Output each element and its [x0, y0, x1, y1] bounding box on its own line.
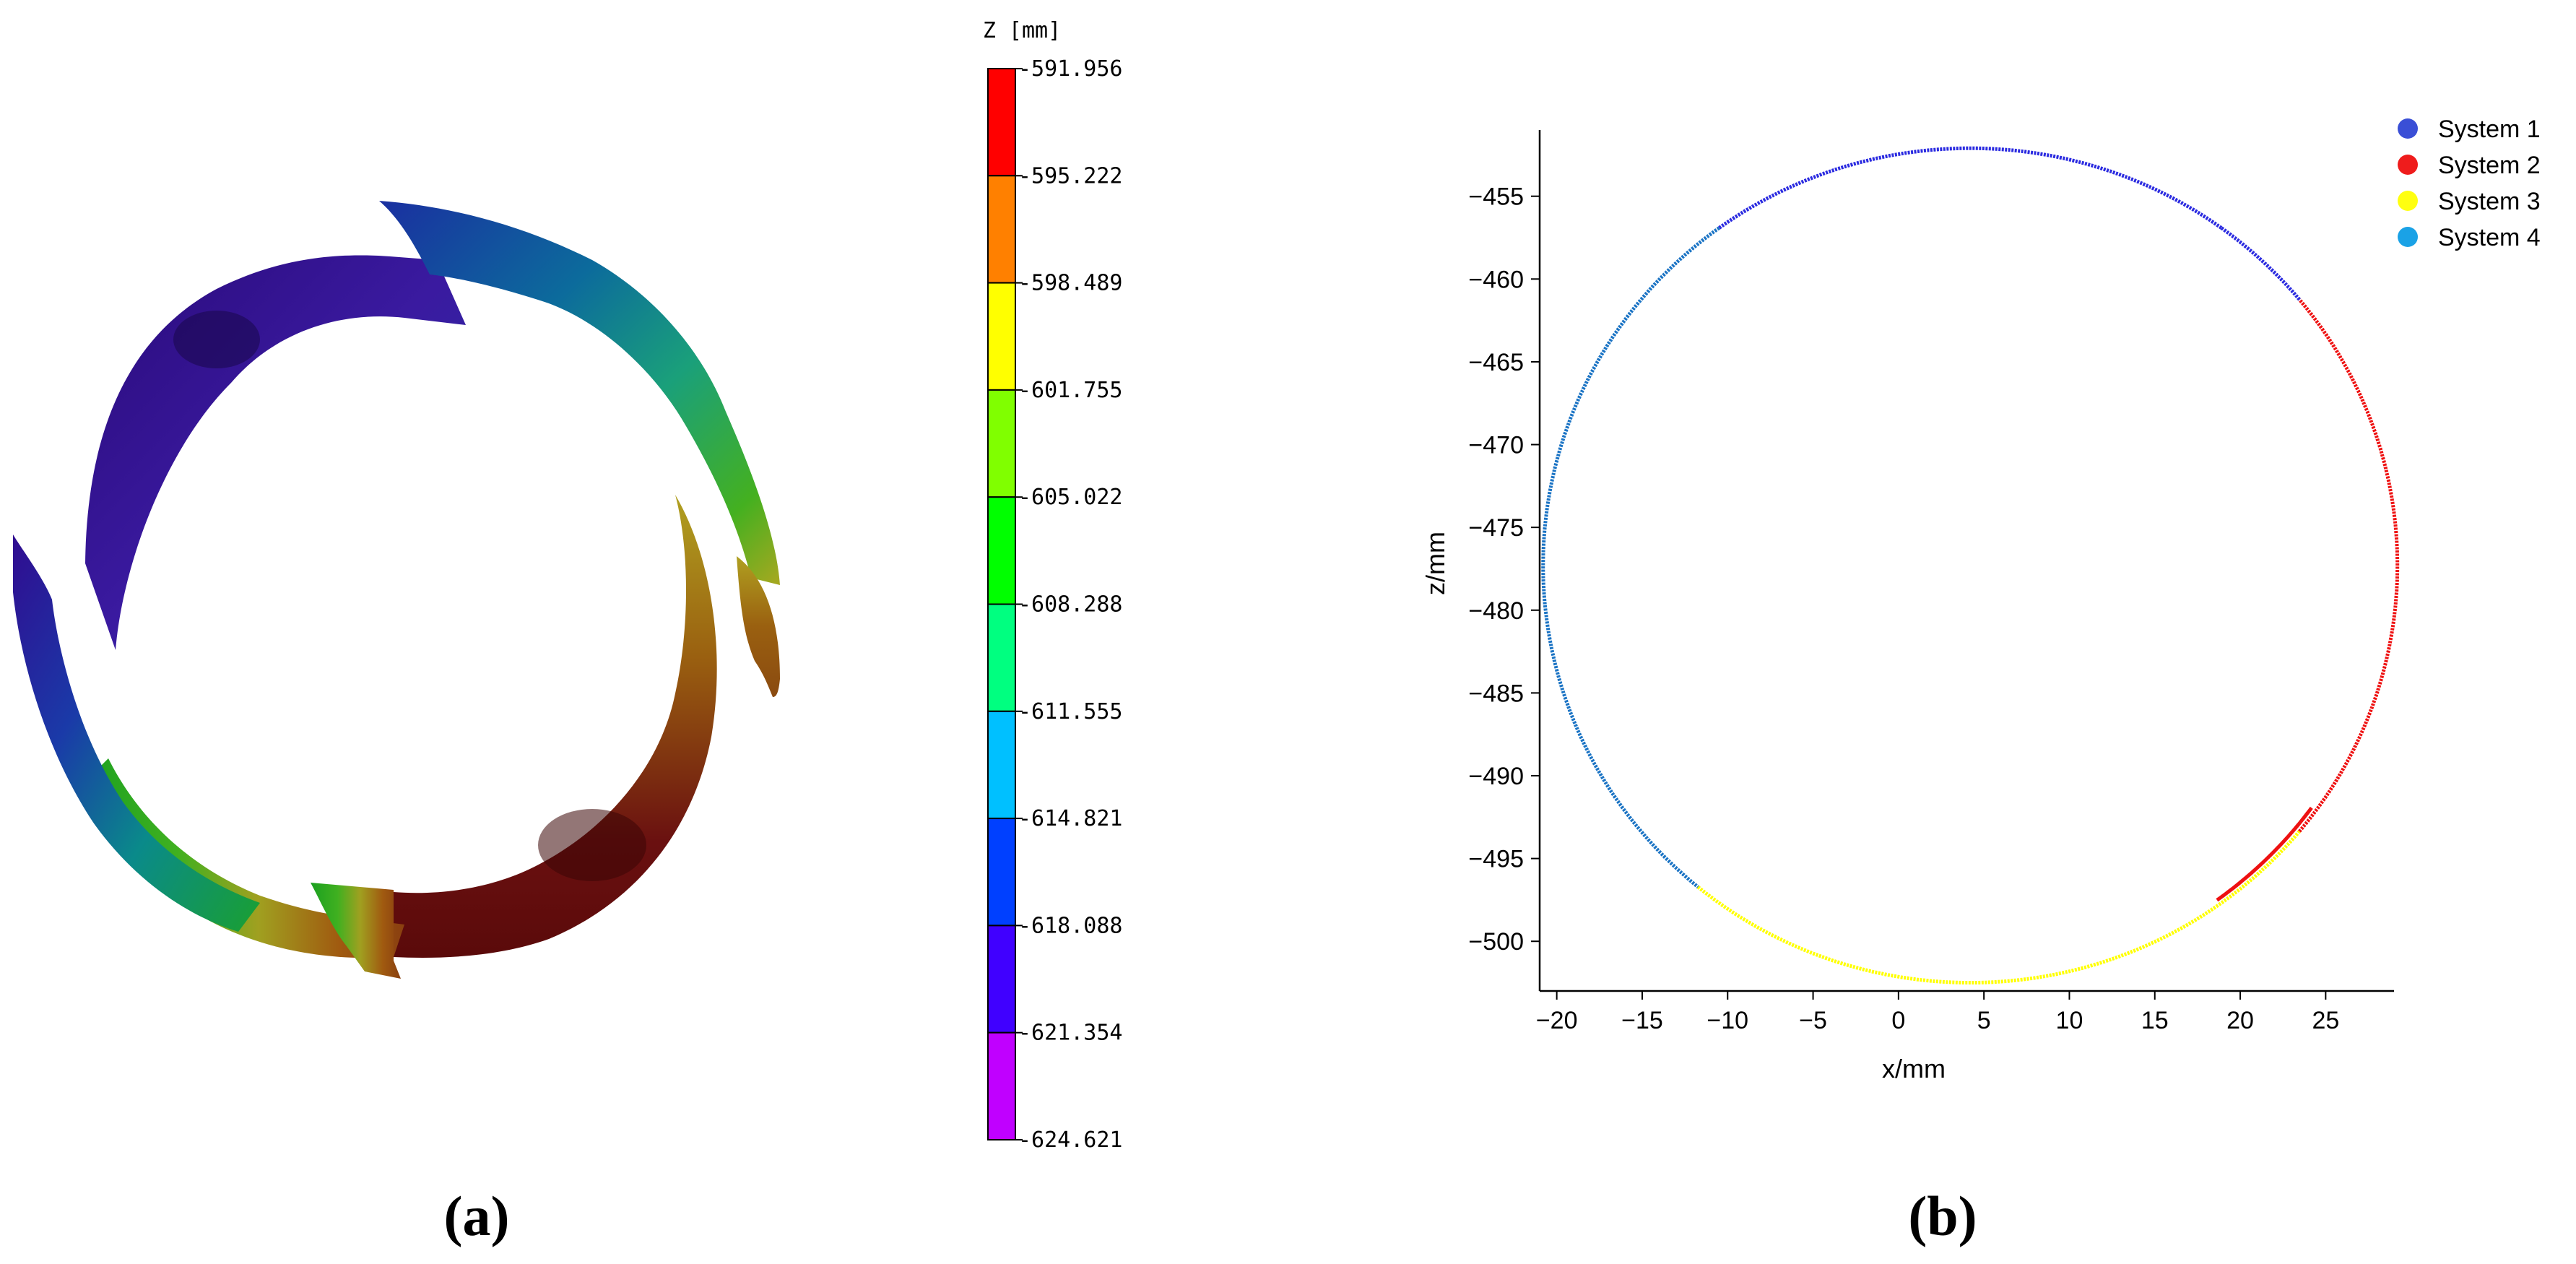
x-tick-label: −10	[1707, 1007, 1748, 1034]
x-tick-label: 25	[2312, 1007, 2339, 1034]
colorbar: -591.956 -595.222 -598.489 -601.755 -605.022…	[987, 56, 1123, 1153]
colorbar-swatch	[987, 818, 1016, 927]
shade-lower-right	[538, 809, 646, 881]
y-tick-label: −470	[1468, 432, 1524, 459]
colorbar-tick-label: -611.555	[1018, 699, 1123, 724]
colorbar-tick-label: -605.022	[1018, 485, 1123, 510]
legend-label: System 2	[2438, 152, 2541, 179]
x-tick-label: −5	[1799, 1007, 1827, 1034]
colorbar-swatch	[987, 282, 1016, 391]
colorbar-swatch	[987, 603, 1016, 712]
panel-b-label: (b)	[1908, 1185, 1977, 1247]
ring-segment-upper-right	[379, 201, 780, 585]
colorbar-swatch	[987, 710, 1016, 820]
x-tick-label: 20	[2226, 1007, 2254, 1034]
legend-label: System 3	[2438, 188, 2541, 215]
legend-marker	[2398, 155, 2418, 175]
colorbar-tick-label: -614.821	[1018, 806, 1123, 831]
series-system-2-overlap	[2216, 806, 2313, 902]
colorbar-swatch	[987, 1031, 1016, 1140]
series-system-3-points	[1696, 830, 2301, 984]
colorbar-tick-label: -595.222	[1018, 163, 1123, 189]
y-tick-label: −500	[1468, 928, 1524, 956]
colorbar-title: Z [mm]	[983, 18, 1061, 43]
ring-segment-right-tab	[737, 556, 780, 697]
chart-legend: System 1 System 2 System 3 System 4	[2398, 116, 2541, 251]
x-tick-label: 0	[1891, 1007, 1905, 1034]
legend-label: System 4	[2438, 224, 2541, 251]
y-tick-label: −460	[1468, 266, 1524, 293]
colorbar-swatch	[987, 496, 1016, 605]
x-tick-label: −20	[1536, 1007, 1578, 1034]
y-tick-label: −475	[1468, 514, 1524, 542]
ring-segment-left	[13, 534, 260, 932]
series-system-2-points	[2298, 298, 2400, 833]
legend-marker	[2398, 227, 2418, 247]
ring-segment-bottom-tab	[311, 883, 401, 979]
colorbar-swatch	[987, 68, 1016, 177]
shade-upper-left	[173, 311, 260, 368]
y-tick-label: −495	[1468, 846, 1524, 873]
ring-segment-lower-right	[394, 495, 717, 958]
x-axis-label: x/mm	[1882, 1054, 1946, 1083]
series-system-1-points	[2220, 226, 2301, 301]
legend-marker	[2398, 191, 2418, 211]
circle-chart: −20 −15 −10 −5 0 5 10 15 20 25 −455 −460 −465 −470 −47…	[1468, 116, 2540, 1034]
colorbar-tick-label: -601.755	[1018, 378, 1123, 403]
chart-axes: −20 −15 −10 −5 0 5 10 15 20 25 −455 −460 −465 −470 −47…	[1468, 130, 2394, 1034]
colorbar-tick-label: -598.489	[1018, 271, 1123, 296]
colorbar-swatch	[987, 389, 1016, 498]
y-tick-label: −465	[1468, 349, 1524, 376]
x-tick-label: 15	[2141, 1007, 2169, 1034]
y-tick-label: −455	[1468, 183, 1524, 211]
legend-label: System 1	[2438, 116, 2541, 143]
colorbar-tick-label: -591.956	[1018, 56, 1123, 82]
x-tick-label: 10	[2056, 1007, 2083, 1034]
colorbar-swatch	[987, 175, 1016, 284]
y-tick-label: −485	[1468, 680, 1524, 707]
y-tick-label: −480	[1468, 597, 1524, 625]
x-tick-label: 5	[1977, 1007, 1991, 1034]
ring-segments	[13, 201, 780, 979]
ring-segment-upper-left	[85, 255, 466, 650]
colorbar-tick-label: -608.288	[1018, 592, 1123, 618]
legend-marker	[2398, 118, 2418, 139]
y-tick-label: −490	[1468, 763, 1524, 790]
chart-marks	[1541, 146, 2400, 984]
colorbar-tick-label: -621.354	[1018, 1021, 1123, 1046]
panel-a-label: (a)	[444, 1185, 510, 1247]
series-system-1-points	[1718, 146, 2223, 230]
colorbar-tick-label: -624.621	[1018, 1127, 1123, 1153]
x-tick-label: −15	[1621, 1007, 1663, 1034]
colorbar-swatch	[987, 925, 1016, 1034]
y-axis-label: z/mm	[1421, 532, 1450, 595]
colorbar-tick-label: -618.088	[1018, 913, 1123, 938]
series-system-4-points	[1541, 226, 1721, 888]
